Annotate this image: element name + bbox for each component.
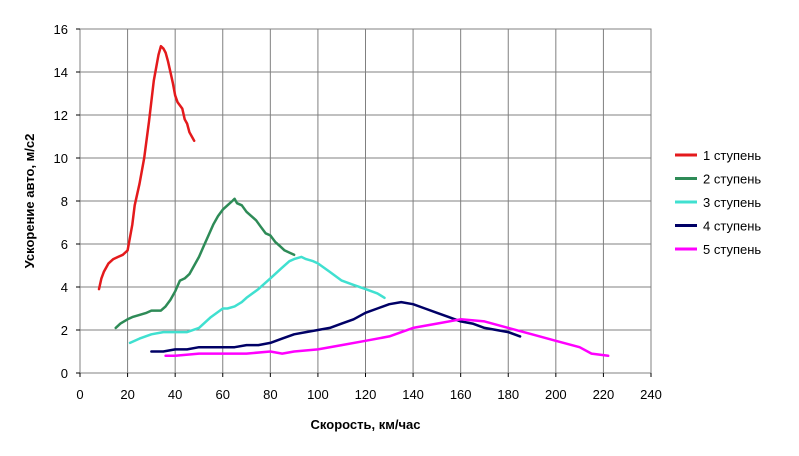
y-tick-label: 4 xyxy=(61,280,68,295)
series-line-3 xyxy=(128,255,386,345)
x-tick-label: 100 xyxy=(307,387,329,402)
y-tick-label: 2 xyxy=(61,323,68,338)
x-tick-label: 160 xyxy=(450,387,472,402)
x-axis-ticks: 0 20 40 60 80 100 120 140 160 180 200 220 240 xyxy=(76,373,662,402)
x-tick-label: 0 xyxy=(76,387,83,402)
y-tick-label: 10 xyxy=(54,151,68,166)
grid xyxy=(79,28,652,374)
y-tick-label: 12 xyxy=(54,108,68,123)
legend-label-4: 4 ступень xyxy=(703,219,761,234)
legend-label-3: 3 ступень xyxy=(703,195,761,210)
x-tick-label: 120 xyxy=(355,387,377,402)
x-tick-label: 220 xyxy=(593,387,615,402)
x-tick-label: 60 xyxy=(216,387,230,402)
x-tick-label: 200 xyxy=(545,387,567,402)
y-axis-title: Ускорение авто, м/с2 xyxy=(22,134,37,269)
series-line-2 xyxy=(114,197,296,330)
x-tick-label: 80 xyxy=(263,387,277,402)
legend-label-1: 1 ступень xyxy=(703,148,761,163)
y-tick-label: 16 xyxy=(54,22,68,37)
series-line-5 xyxy=(164,318,610,358)
series-lines xyxy=(97,44,610,358)
y-tick-label: 6 xyxy=(61,237,68,252)
x-tick-label: 20 xyxy=(120,387,134,402)
x-tick-label: 240 xyxy=(640,387,662,402)
legend-label-5: 5 ступень xyxy=(703,242,761,257)
legend: 1 ступень 2 ступень 3 ступень 4 ступень 5 ст… xyxy=(675,148,761,257)
series-line-1 xyxy=(97,44,196,291)
y-tick-label: 0 xyxy=(61,366,68,381)
y-tick-label: 8 xyxy=(61,194,68,209)
x-axis-title: Скорость, км/час xyxy=(311,417,421,432)
y-tick-label: 14 xyxy=(54,65,68,80)
x-tick-label: 180 xyxy=(497,387,519,402)
y-axis-ticks: 0 2 4 6 8 10 12 14 16 xyxy=(54,22,80,381)
legend-label-2: 2 ступень xyxy=(703,172,761,187)
series-line-4 xyxy=(150,300,522,353)
x-tick-label: 140 xyxy=(402,387,424,402)
x-tick-label: 40 xyxy=(168,387,182,402)
